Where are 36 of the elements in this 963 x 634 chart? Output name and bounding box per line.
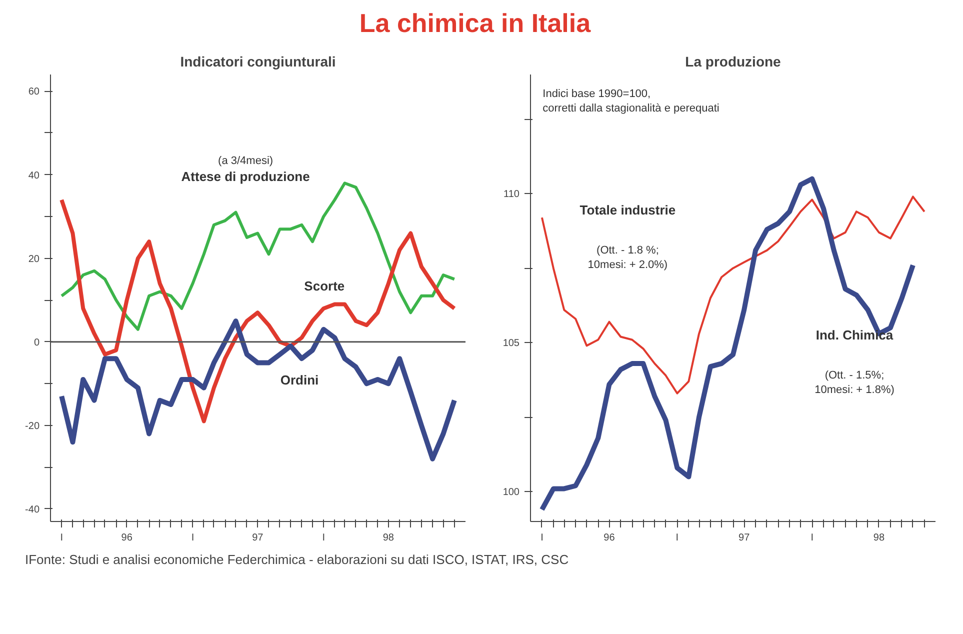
y-tick-label: -20 <box>25 420 40 432</box>
x-tick-label: I <box>810 532 814 544</box>
line-series <box>60 198 456 424</box>
y-tick-label: -40 <box>25 504 40 516</box>
annotation: (Ott. - 1.8 %; 10mesi: + 2.0%) <box>588 244 668 271</box>
chart-title: Indicatori congiunturali <box>180 54 336 70</box>
series-label: Ind. Chimica <box>816 328 894 343</box>
x-tick-label: I <box>540 532 544 544</box>
text: IFonte: Studi e analisi economiche Federchimica - elaborazioni su dati ISCO, ISTAT, IRS, CSC <box>25 551 569 569</box>
y-tick-label: 20 <box>28 254 40 265</box>
x-tick-label: 98 <box>382 532 394 544</box>
y-tick-label: 60 <box>28 86 40 98</box>
series-label: Scorte <box>304 278 345 294</box>
x-tick-label: 97 <box>738 532 750 544</box>
y-tick-label: 105 <box>502 338 520 350</box>
annotation: (a 3/4mesi) <box>218 154 274 167</box>
text: Totale industrie <box>580 202 676 218</box>
x-tick-label: 96 <box>604 532 616 544</box>
x-tick-label: I <box>676 532 679 544</box>
x-tick-label: I <box>322 532 325 544</box>
y-tick-label: 40 <box>28 170 40 182</box>
line-series <box>540 196 926 394</box>
y-tick-label: 100 <box>502 487 520 498</box>
x-tick-label: I <box>191 532 194 544</box>
text: La chimica in Italia <box>359 7 591 40</box>
y-tick-label: 0 <box>34 337 40 348</box>
x-tick-label: 98 <box>873 532 885 544</box>
annotation: Indici base 1990=100, corretti dalla stagionalità e perequati <box>542 88 720 114</box>
y-tick-label: 110 <box>504 189 520 200</box>
chart-title: La produzione <box>685 54 782 70</box>
x-tick-label: 96 <box>121 532 133 544</box>
annotation: (Ott. - 1.5%; 10mesi: + 1.8%) <box>814 370 894 396</box>
text: Attese di produzione <box>181 169 310 184</box>
x-tick-label: 97 <box>252 532 264 544</box>
x-tick-label: I <box>60 532 63 544</box>
series-label: Ordini <box>280 372 319 388</box>
